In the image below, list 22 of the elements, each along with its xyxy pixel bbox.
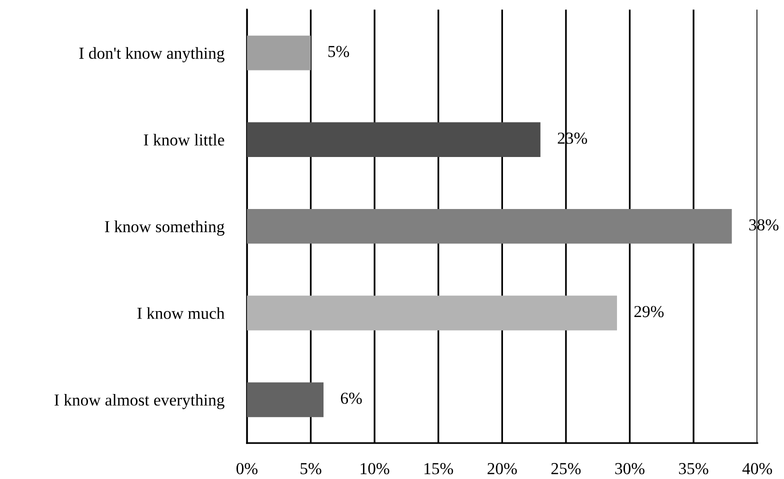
- y-tick-label: I know almost everything: [54, 394, 224, 410]
- x-tick-label: 10%: [360, 463, 390, 474]
- x-tick-label: 40%: [742, 463, 772, 474]
- bar: [246, 36, 311, 70]
- bar: [246, 382, 324, 418]
- y-tick-label: I know something: [104, 220, 224, 236]
- bar: [246, 122, 540, 157]
- y-tick-label: I know little: [144, 134, 224, 146]
- x-tick-label: 35%: [679, 463, 708, 474]
- data-label: 5%: [328, 46, 350, 58]
- x-tick-label: 0%: [236, 463, 258, 474]
- y-tick-label: I know much: [137, 307, 225, 319]
- bar: [246, 208, 732, 244]
- bar: [246, 296, 617, 330]
- x-tick-label: 20%: [488, 463, 517, 474]
- x-tick-label: 15%: [424, 463, 454, 474]
- y-tick-label: I don't know anything: [79, 47, 224, 62]
- x-tick-label: 30%: [615, 463, 644, 474]
- x-tick-label: 5%: [300, 463, 322, 474]
- data-label: 6%: [340, 392, 362, 404]
- data-label: 29%: [634, 306, 664, 318]
- x-tick-label: 25%: [551, 463, 581, 474]
